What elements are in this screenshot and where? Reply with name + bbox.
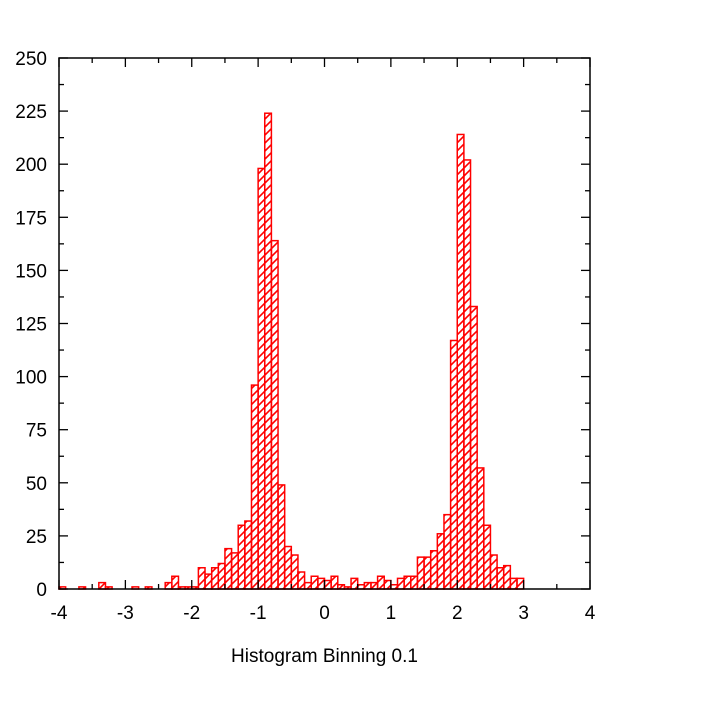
histogram-bar [264, 112, 273, 590]
y-tick-label: 175 [15, 208, 47, 229]
axis-ticks [58, 57, 591, 590]
x-axis-title: Histogram Binning 0.1 [231, 646, 418, 667]
histogram-bar [303, 581, 312, 590]
histogram-bar [217, 562, 226, 590]
x-tick-label: 1 [386, 603, 397, 624]
y-tick-label: 150 [15, 261, 47, 282]
histogram-bar [429, 550, 439, 590]
x-tick-label: -3 [117, 603, 134, 624]
x-tick-label: 4 [585, 603, 596, 624]
y-tick-label: 100 [15, 368, 47, 389]
histogram-bar [476, 467, 485, 590]
histogram-bar [224, 547, 233, 590]
histogram-bar [277, 484, 286, 590]
histogram-bar [237, 524, 246, 590]
x-tick-label: -2 [183, 603, 200, 624]
histogram-bar [363, 581, 372, 590]
histogram-bar [197, 567, 206, 590]
histogram-bar [290, 554, 299, 590]
histogram-bar [164, 581, 173, 590]
histogram-bar [410, 575, 419, 590]
histogram-bar [297, 571, 306, 590]
histogram-bar [317, 577, 326, 590]
histogram-bar [230, 552, 239, 590]
histogram-bar [98, 581, 107, 590]
x-tick-label: -4 [51, 603, 68, 624]
histogram-bar [210, 567, 220, 590]
histogram-bar [496, 567, 505, 590]
histogram-bar [383, 579, 392, 590]
histogram-bar [310, 575, 319, 590]
histogram-bar [489, 554, 498, 590]
histogram-bar [396, 577, 405, 590]
y-axis-tick-labels: 0 25 50 75 100 125 150 175 200 225 250 [15, 49, 47, 601]
histogram-bar [403, 575, 412, 590]
histogram-bar [323, 579, 332, 590]
histogram-bar [516, 577, 525, 590]
histogram-bar [171, 575, 180, 590]
x-tick-label: 0 [319, 603, 330, 624]
y-tick-label: 0 [36, 580, 47, 601]
histogram-bar [449, 339, 458, 590]
plot-frame [58, 57, 591, 590]
y-tick-label: 75 [26, 421, 47, 442]
histogram-bar [350, 577, 359, 590]
histogram-bar [456, 133, 465, 590]
y-tick-label: 225 [15, 102, 47, 123]
x-tick-label: 3 [518, 603, 529, 624]
y-tick-label: 25 [26, 527, 47, 548]
histogram-bar [204, 573, 213, 590]
histogram-bar [502, 564, 512, 590]
x-axis-tick-labels: -4 -3 -2 -1 0 1 2 3 4 [51, 603, 596, 624]
histogram-bar [469, 305, 478, 590]
histogram-bar [330, 575, 339, 590]
histogram-bar [370, 581, 379, 590]
histogram-bar [270, 239, 279, 590]
y-tick-label: 125 [15, 315, 47, 336]
histogram-bars [58, 112, 525, 590]
histogram-bar [443, 513, 452, 590]
histogram-bar [244, 520, 253, 590]
histogram-bar [483, 524, 492, 590]
histogram-bar [436, 533, 445, 590]
y-tick-label: 200 [15, 155, 47, 176]
histogram-bar [509, 577, 518, 590]
x-tick-label: -1 [250, 603, 267, 624]
histogram-bar [416, 556, 425, 590]
x-tick-label: 2 [452, 603, 463, 624]
y-tick-label: 50 [26, 474, 47, 495]
histogram-bar [257, 167, 266, 590]
y-tick-label: 250 [15, 49, 47, 70]
histogram-bar [283, 545, 293, 590]
histogram-bar [463, 159, 472, 590]
histogram-bar [250, 384, 259, 590]
histogram-bar [376, 575, 385, 590]
histogram-bar [423, 556, 432, 590]
